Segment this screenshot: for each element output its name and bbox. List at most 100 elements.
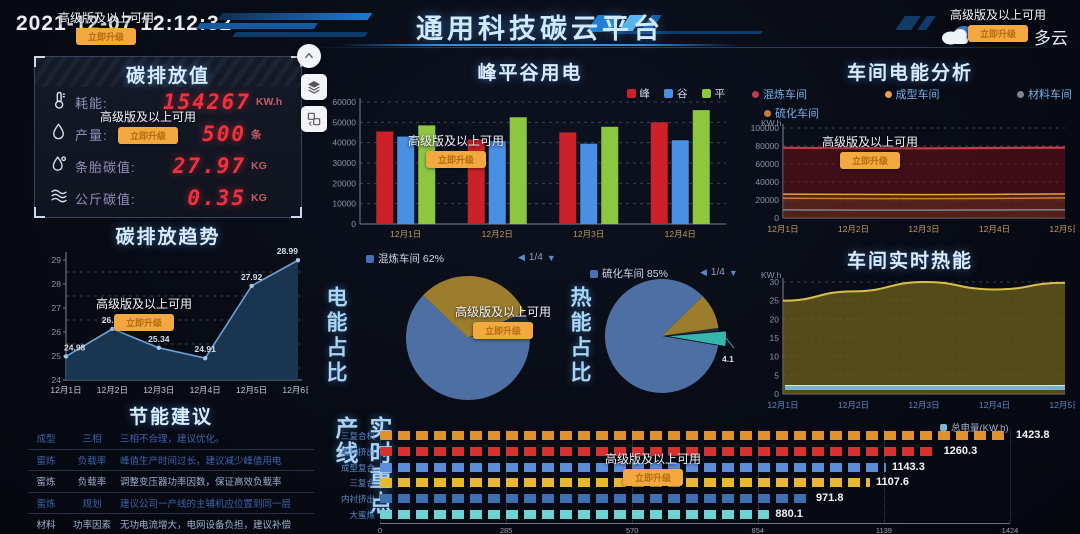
legend-marker (366, 254, 374, 263)
dashed-bar[interactable] (380, 510, 770, 519)
upgrade-button[interactable]: 立即升级 (473, 322, 534, 339)
legend-item[interactable]: 材料车间 (1017, 86, 1072, 102)
series-line-混炼车间 (782, 146, 1066, 150)
droplet-carbon-icon (49, 154, 75, 178)
watermark: 高级版及以上可用 立即升级 (408, 132, 504, 168)
pie-slice[interactable] (406, 295, 530, 400)
droplet-icon (49, 122, 75, 146)
legend-item[interactable]: 混炼车间 62% (366, 251, 444, 266)
chevron-up-icon (304, 52, 314, 59)
legend-item[interactable]: 总电量(KW.h) (940, 420, 1009, 434)
svg-text:28: 28 (52, 279, 62, 289)
svg-text:10000: 10000 (332, 199, 356, 209)
header-hairline (300, 47, 1080, 48)
upgrade-button[interactable]: 立即升级 (426, 151, 487, 168)
bar-谷[interactable] (488, 141, 506, 224)
legend-item[interactable]: 成型车间 (884, 86, 940, 102)
fpg-bar-chart: 0 10000 20000 30000 40000 50000 60000 12月1日 12月2… (332, 97, 726, 239)
gridline (883, 430, 885, 523)
svg-text:26: 26 (52, 327, 62, 337)
row-label: 内衬挤出 (340, 494, 375, 505)
bar-谷[interactable] (580, 143, 598, 224)
collapse-button[interactable] (297, 44, 321, 68)
stat-row-output: 产量: 500 条 (49, 121, 293, 147)
svg-text:0: 0 (774, 213, 779, 223)
bar-谷[interactable] (671, 140, 689, 224)
svg-text:40000: 40000 (332, 138, 356, 148)
bar-平[interactable] (509, 117, 527, 224)
kg-carbon-value: 0.35 (187, 186, 246, 210)
chart-type-button[interactable] (301, 106, 327, 132)
legend-item[interactable]: 混炼车间 (752, 86, 807, 102)
data-point[interactable] (295, 258, 301, 263)
trend-chart-title: 碳排放趋势 (115, 227, 221, 248)
svg-text:24.91: 24.91 (195, 344, 217, 354)
data-point[interactable] (156, 345, 161, 351)
next-page-icon[interactable]: ▼ (546, 252, 556, 263)
svg-text:12月4日: 12月4日 (665, 229, 696, 239)
upgrade-button[interactable]: 立即升级 (968, 25, 1029, 42)
trend-area (66, 260, 298, 380)
legend-item[interactable]: 峰 (626, 86, 650, 101)
upgrade-button[interactable]: 立即升级 (118, 127, 179, 144)
prev-page-icon[interactable]: ◀ (518, 252, 525, 262)
svg-text:100000: 100000 (751, 123, 780, 133)
legend-item[interactable]: 硫化车间 85% (590, 266, 668, 281)
prev-page-icon[interactable]: ◀ (700, 267, 707, 277)
svg-text:12月3日: 12月3日 (908, 400, 939, 410)
pie-slice[interactable] (662, 327, 719, 336)
svg-text:20: 20 (770, 314, 780, 324)
dashed-bar[interactable] (380, 431, 1010, 440)
svg-text:12月3日: 12月3日 (143, 385, 174, 395)
data-point[interactable] (203, 355, 208, 361)
bar-平[interactable] (418, 125, 436, 224)
pie-slice[interactable] (662, 296, 719, 336)
upgrade-button[interactable]: 立即升级 (114, 314, 175, 331)
svg-text:30000: 30000 (332, 158, 356, 168)
data-point[interactable] (249, 283, 254, 289)
stat-row-kg-carbon: 公斤碳值: 0.35 KG (49, 185, 293, 211)
dashed-bar[interactable] (380, 494, 810, 504)
next-page-icon[interactable]: ▼ (728, 267, 738, 278)
data-point[interactable] (110, 326, 115, 332)
svg-text:24: 24 (52, 375, 62, 385)
svg-text:40000: 40000 (755, 177, 779, 187)
legend-item[interactable]: 硫化车间 (764, 105, 819, 121)
elec-share-title: 电能占比 (324, 286, 347, 386)
series-line-成型车间 (782, 193, 1066, 196)
svg-text:KW.h: KW.h (761, 270, 782, 280)
svg-text:12月6日: 12月6日 (282, 385, 308, 395)
svg-text:20000: 20000 (755, 195, 779, 205)
heat-line (782, 280, 1066, 302)
bar-平[interactable] (601, 126, 619, 224)
upgrade-button[interactable]: 立即升级 (623, 469, 684, 486)
pie-slice[interactable] (668, 331, 726, 346)
svg-text:60000: 60000 (755, 159, 779, 169)
bar-峰[interactable] (650, 122, 668, 224)
series-line-硫化车间 (782, 197, 1066, 200)
dashed-bar[interactable] (380, 446, 938, 456)
legend-item[interactable]: 平 (701, 86, 725, 101)
upgrade-button[interactable]: 立即升级 (76, 28, 137, 45)
x-tick: 0 (377, 526, 383, 534)
svg-text:29: 29 (52, 255, 62, 265)
pie-slice[interactable] (605, 279, 719, 393)
bar-峰[interactable] (559, 132, 577, 225)
svg-text:20000: 20000 (332, 178, 356, 188)
bar-平[interactable] (692, 110, 710, 224)
timestamp: 2021-12-07 12:12:32 (16, 12, 233, 35)
svg-text:28.99: 28.99 (277, 246, 299, 256)
svg-text:12月5日: 12月5日 (1049, 224, 1075, 234)
bar-谷[interactable] (397, 136, 415, 224)
layers-button[interactable] (301, 74, 327, 100)
row-label: 覆料挤出 (340, 446, 375, 457)
x-tick: 1139 (875, 526, 892, 534)
bar-峰[interactable] (376, 131, 394, 224)
x-tick: 570 (625, 526, 639, 534)
dashed-bar[interactable] (380, 462, 886, 472)
svg-text:12月3日: 12月3日 (573, 229, 604, 239)
legend-item[interactable]: 谷 (664, 86, 688, 101)
svg-text:4.1: 4.1 (722, 354, 734, 364)
upgrade-button[interactable]: 立即升级 (840, 152, 901, 169)
data-point[interactable] (63, 354, 69, 359)
